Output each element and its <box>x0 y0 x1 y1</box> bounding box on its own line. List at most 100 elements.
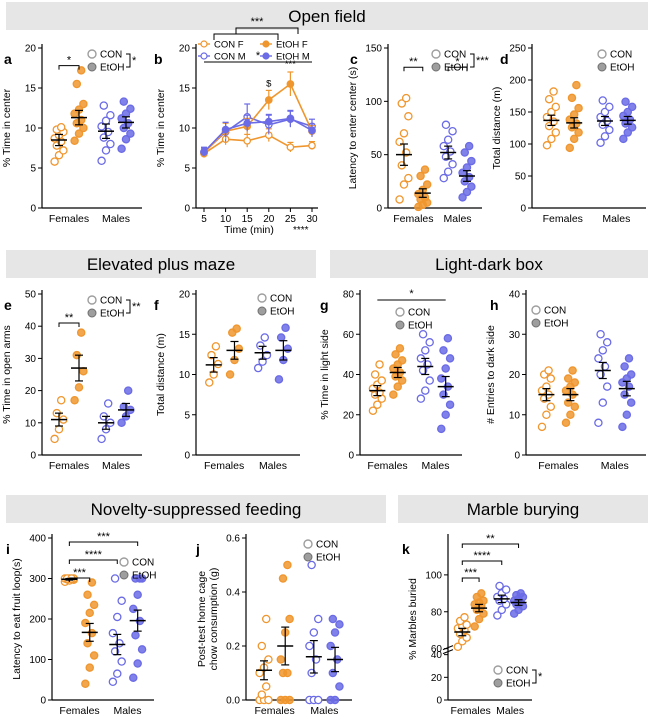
legend-etoh-label: EtOH <box>408 321 432 332</box>
legend-etoh-label: EtOH <box>316 553 340 564</box>
x-tick-label-females: Females <box>59 705 99 717</box>
data-point <box>462 620 471 629</box>
legend-marker <box>262 52 270 60</box>
data-point <box>330 628 340 637</box>
panel-label-h: h <box>490 297 499 313</box>
x-tick-label-females: Females <box>367 460 407 472</box>
panel-d: 0 50 100 150 200 250 Total distance (m) Females… <box>491 44 646 225</box>
panel-e: 0 10 20 30 40 50 % Time in open arms Females Mal… <box>1 290 142 472</box>
x-tick-label-males: Males <box>102 460 130 472</box>
legend-marker <box>200 52 208 60</box>
data-point <box>622 410 632 419</box>
y-axis-label: Post-test home cagechow consumption (g) <box>196 568 220 671</box>
data-point <box>445 400 455 409</box>
top-bracket <box>213 33 279 40</box>
data-point <box>113 612 122 622</box>
data-point <box>602 338 612 347</box>
legend-etoh-label: EtOH <box>100 309 124 320</box>
legend-con-marker <box>531 305 541 315</box>
data-point <box>72 79 82 89</box>
data-point <box>501 585 511 594</box>
panel-a: 0 5 10 15 20 % Time in center Females Males * CON… <box>1 44 142 225</box>
data-point <box>495 581 504 591</box>
data-point <box>441 410 450 419</box>
legend-con-marker <box>87 295 97 305</box>
data-point <box>565 143 575 153</box>
data-point <box>50 157 59 166</box>
y-tick-label: 15 <box>179 330 191 341</box>
legend-etoh-marker <box>303 552 313 562</box>
banner-epm <box>6 250 316 278</box>
panel-label-f: f <box>154 297 159 313</box>
data-point <box>257 641 267 651</box>
data-point <box>85 663 94 672</box>
sig-bracket <box>58 322 80 327</box>
sig-bracket-label: ** <box>409 56 418 68</box>
legend-marker <box>262 40 270 48</box>
y-tick-label: 0 <box>184 204 190 215</box>
x-tick-label-males: Males <box>602 213 630 225</box>
data-point <box>618 422 627 432</box>
legend-sig-bracket <box>532 669 537 684</box>
data-point <box>474 614 484 624</box>
data-point <box>117 596 126 606</box>
panel-g: 0 20 40 60 80 % Time in light side Females Male… <box>319 288 462 472</box>
legend-etoh-label: EtOH <box>132 571 156 582</box>
data-point <box>234 344 244 353</box>
data-point <box>110 574 120 583</box>
x-tick-label: 10 <box>220 214 232 225</box>
legend-con-label: CON <box>444 50 466 61</box>
data-point <box>561 418 571 428</box>
data-point <box>627 102 637 112</box>
x-tick-label-males: Males <box>310 705 338 717</box>
legend-con-marker <box>257 293 267 303</box>
data-point <box>462 187 472 197</box>
y-tick-label: 150 <box>509 108 526 119</box>
sig-bracket-label: ** <box>65 312 74 324</box>
data-point <box>89 600 99 610</box>
legend-etoh-marker <box>87 62 97 72</box>
x-tick-label-males: Males <box>421 460 449 472</box>
data-point <box>113 669 122 678</box>
data-point <box>544 366 553 375</box>
legend-etoh-label: EtOH <box>444 63 468 74</box>
data-point <box>549 87 558 96</box>
data-point <box>544 94 554 104</box>
legend-etoh-marker <box>119 570 129 580</box>
y-tick-label: 50 <box>371 150 383 161</box>
axis-break-mark <box>442 645 454 651</box>
data-point <box>439 173 449 183</box>
annotation-label: $ <box>266 78 272 89</box>
data-point <box>129 673 138 682</box>
data-point <box>594 354 603 363</box>
y-tick-label: 20 <box>179 290 191 301</box>
data-point <box>335 682 344 691</box>
data-point <box>285 614 294 624</box>
legend-sig-label: ** <box>132 301 141 313</box>
data-point <box>70 136 79 146</box>
y-tick-label: 0 <box>30 204 36 215</box>
y-tick-label: 80 <box>343 290 355 301</box>
data-point <box>574 128 583 137</box>
y-tick-label: 40 <box>509 290 521 301</box>
data-point <box>566 410 575 419</box>
y-tick-label: 10 <box>179 370 191 381</box>
legend-label-etoh-f: EtOH F <box>276 40 308 51</box>
data-point <box>85 608 94 618</box>
y-tick-label: 40 <box>431 650 443 661</box>
legend-con-marker <box>493 665 503 675</box>
data-point <box>570 402 580 411</box>
data-point <box>207 350 216 360</box>
data-point <box>283 668 292 678</box>
annotation-label: *** <box>285 59 296 70</box>
legend-etoh-label: EtOH <box>100 63 124 74</box>
banner-open-field <box>6 2 648 30</box>
data-point <box>546 402 556 411</box>
data-point <box>401 93 411 103</box>
legend-con-label: CON <box>132 558 154 569</box>
data-point <box>307 560 316 570</box>
y-tick-label: 100 <box>425 570 442 581</box>
data-point <box>200 148 208 156</box>
legend-con-marker <box>597 49 607 59</box>
legend-con-marker <box>119 557 129 567</box>
